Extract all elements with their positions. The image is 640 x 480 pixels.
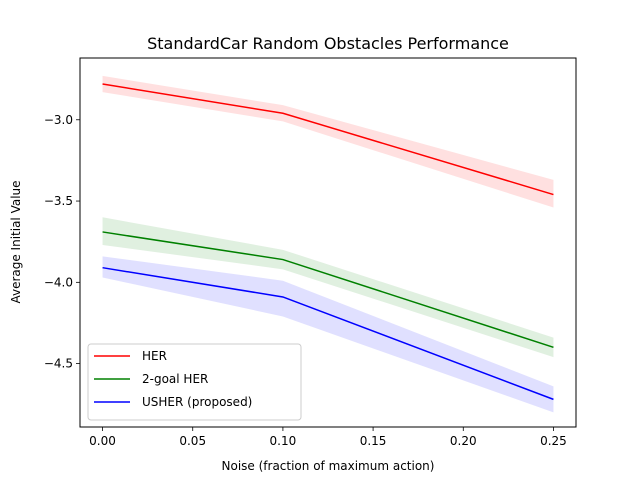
series-lines — [102, 83, 554, 401]
x-axis-ticks: 0.00 0.05 0.10 0.15 0.20 0.25 — [89, 427, 567, 448]
x-axis-label: Noise (fraction of maximum action) — [222, 459, 435, 473]
x-tick-label: 0.20 — [450, 434, 477, 448]
confidence-band-1 — [102, 75, 554, 208]
x-tick-label: 0.05 — [179, 434, 206, 448]
series-line-2 — [102, 231, 554, 349]
y-tick-label: −3.0 — [44, 113, 73, 127]
confidence-band-2 — [102, 217, 554, 358]
y-tick-label: −4.0 — [44, 275, 73, 289]
legend-label-1: HER — [142, 349, 167, 363]
confidence-band-3 — [102, 256, 554, 413]
legend-label-3: USHER (proposed) — [142, 395, 252, 409]
legend-label-2: 2-goal HER — [142, 372, 208, 386]
series-line-1 — [102, 83, 554, 196]
x-tick-label: 0.15 — [360, 434, 387, 448]
y-axis-label: Average Initial Value — [9, 180, 23, 303]
legend: HER 2-goal HER USHER (proposed) — [87, 343, 302, 421]
x-tick-label: 0.00 — [89, 434, 116, 448]
plot-frame — [79, 57, 577, 428]
y-axis-ticks: −3.0 −3.5 −4.0 −4.5 — [44, 113, 80, 371]
series-line-3 — [102, 266, 554, 401]
y-tick-label: −3.5 — [44, 194, 73, 208]
x-tick-label: 0.25 — [540, 434, 567, 448]
confidence-bands — [102, 75, 554, 413]
y-tick-label: −4.5 — [44, 357, 73, 371]
chart-title: StandardCar Random Obstacles Performance — [147, 34, 509, 53]
x-tick-label: 0.10 — [270, 434, 297, 448]
legend-box — [87, 343, 302, 421]
